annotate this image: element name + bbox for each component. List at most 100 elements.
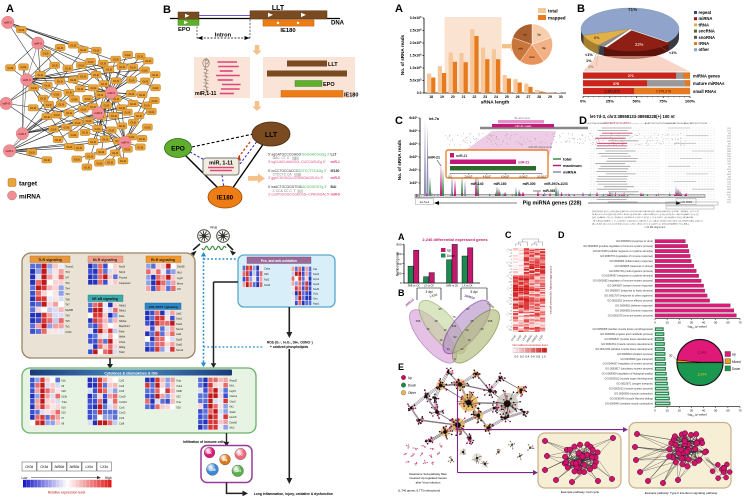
svg-text:mature miRNAs: mature miRNAs — [693, 81, 725, 86]
svg-text:Mx1: Mx1 — [230, 384, 235, 388]
svg-text:Ccl3: Ccl3 — [119, 416, 125, 420]
svg-text:sRNA length: sRNA length — [481, 100, 510, 106]
svg-text:20: 20 — [678, 408, 682, 412]
svg-text:Ddx58: Ddx58 — [177, 265, 185, 269]
svg-text:Up: Up — [447, 249, 451, 253]
svg-text:JWB vs CK: JWB vs CK — [446, 284, 458, 287]
svg-text:GLB: GLB — [66, 91, 72, 95]
svg-text:GO:0051707 (response to other: GO:0051707 (response to other organism) — [604, 294, 653, 298]
svg-text:CTCCTC CA ||||||||: CTCCTC CA |||||||| — [268, 173, 301, 177]
svg-text:TTGCCTGGCGGGATAGGTAGTTTGTGCTGT: TTGCCTGGCGGGATAGGTAGTTTGTGCTGTTGGTCGGGTT… — [585, 122, 707, 125]
svg-text:GO:0006955 (immune response): GO:0006955 (immune response) — [615, 308, 653, 312]
svg-text:GLB: GLB — [106, 68, 112, 72]
svg-text:2.0x105: 2.0x105 — [464, 176, 472, 179]
svg-text:GLB: GLB — [90, 105, 96, 109]
svg-text:0.0: 0.0 — [417, 91, 422, 95]
svg-text:GO:0002684 (positive regulatio: GO:0002684 (positive regulation of immun… — [583, 244, 653, 248]
svg-text:Irf7: Irf7 — [65, 276, 69, 280]
svg-text:Other: Other — [408, 391, 417, 395]
svg-text:Relative expression level: Relative expression level — [48, 491, 86, 495]
svg-text:Il10: Il10 — [62, 405, 67, 409]
svg-text:GLB: GLB — [84, 165, 90, 169]
svg-text:Relb: Relb — [119, 329, 125, 333]
svg-text:NF-κB signaling: NF-κB signaling — [92, 297, 118, 301]
svg-text:GO:0050776 (regulation of immu: GO:0050776 (regulation of immune respons… — [600, 254, 653, 258]
svg-text:Chuk: Chuk — [119, 340, 126, 344]
svg-text:Oas2: Oas2 — [230, 399, 237, 403]
svg-text:Oas1e: Oas1e — [230, 394, 238, 398]
svg-text:GLB: GLB — [44, 84, 50, 88]
svg-text:GLB: GLB — [139, 137, 145, 141]
svg-text:6%: 6% — [594, 36, 600, 40]
svg-text:Stat2: Stat2 — [176, 322, 183, 326]
svg-text:GLB: GLB — [101, 82, 107, 86]
svg-text:2.5x106: 2.5x106 — [410, 29, 422, 33]
svg-text:GLB: GLB — [80, 107, 86, 111]
svg-text:Sod2: Sod2 — [264, 283, 271, 287]
svg-text:4837: 4837 — [727, 146, 731, 148]
svg-text:4137: 4137 — [727, 202, 731, 204]
svg-text:Jak1: Jak1 — [176, 332, 182, 336]
svg-text:258: 258 — [416, 319, 421, 323]
svg-text:1575: 1575 — [727, 184, 731, 186]
svg-text:Il12b: Il12b — [62, 395, 68, 399]
svg-text:GLB: GLB — [88, 60, 94, 64]
svg-text:EPO: EPO — [178, 27, 191, 33]
svg-text:un: un — [523, 32, 527, 36]
svg-text:GLB: GLB — [71, 133, 77, 137]
svg-text:685: 685 — [728, 177, 731, 179]
svg-text:Sod3: Sod3 — [313, 287, 320, 291]
svg-text:miR-3: miR-3 — [34, 41, 42, 45]
svg-text:GLB: GLB — [137, 55, 143, 59]
svg-text:14: 14 — [446, 347, 450, 351]
svg-text:GLB: GLB — [152, 73, 158, 77]
svg-text:65: 65 — [470, 319, 474, 323]
svg-text:4103: 4103 — [727, 179, 731, 181]
svg-text:3.0x106: 3.0x106 — [410, 16, 422, 20]
svg-text:3462: 3462 — [727, 141, 731, 143]
svg-text:))G-).-((-AAGG-.-C)(.-(C (.)U(: ))G-).-((-AAGG-.-C)(.-(C (.)U((A-(-)). )… — [592, 216, 694, 219]
svg-text:Up: Up — [732, 353, 736, 357]
svg-text:Ikbkg: Ikbkg — [119, 345, 126, 349]
svg-text:Rsad2: Rsad2 — [230, 378, 238, 382]
svg-text:GLB: GLB — [128, 92, 134, 96]
svg-text:let-7a-1: let-7a-1 — [420, 200, 430, 204]
svg-text:25%: 25% — [606, 99, 614, 104]
svg-text:BAI: BAI — [331, 185, 337, 189]
svg-text:A: A — [395, 3, 403, 15]
svg-text:19: 19 — [440, 95, 444, 99]
svg-text:Ticam1: Ticam1 — [65, 265, 74, 269]
svg-text:oth: oth — [518, 46, 523, 50]
svg-text:CD4: CD4 — [235, 469, 242, 473]
svg-text:100%: 100% — [685, 99, 696, 104]
svg-text:5736: 5736 — [727, 136, 731, 138]
svg-text:miR-160: miR-160 — [494, 182, 507, 186]
svg-text:GO:0071345 (cellular response: GO:0071345 (cellular response to cytokin… — [593, 249, 653, 253]
svg-text:4.0x105: 4.0x105 — [483, 176, 491, 179]
svg-text:GO:0044057 (regulation of syst: GO:0044057 (regulation of system process… — [603, 362, 653, 366]
svg-text:GO:0015671 (oxygen transport): GO:0015671 (oxygen transport) — [616, 382, 653, 386]
svg-text:GO:0061061 (muscle structure d: GO:0061061 (muscle structure development… — [601, 342, 653, 346]
svg-text:GLB: GLB — [95, 127, 101, 131]
svg-text:Ifna: Ifna — [177, 400, 182, 404]
svg-text:A: A — [398, 232, 405, 242]
svg-text:6x106: 6x106 — [409, 116, 418, 120]
svg-text:GLB: GLB — [70, 78, 76, 82]
svg-text:5' agGATGCCCGAGG: 5' agGATGCCCGAGG — [268, 153, 302, 157]
svg-text:23: 23 — [465, 328, 469, 332]
svg-text:2799: 2799 — [727, 159, 731, 161]
svg-text:IE180: IE180 — [280, 28, 295, 34]
svg-text:2.0x106: 2.0x106 — [410, 41, 422, 45]
svg-text:after Virus infection: after Virus infection — [416, 480, 441, 484]
svg-text:0.0 0.2 0.4 0.6 0.8 1.0: 0.0 0.2 0.4 0.6 0.8 1.0 — [514, 355, 546, 359]
svg-text:27: 27 — [526, 95, 530, 99]
svg-text:Cytokines & chemokines & ISG: Cytokines & chemokines & ISG — [104, 371, 158, 375]
svg-text:Nfkb2: Nfkb2 — [119, 303, 126, 307]
svg-text:B: B — [398, 288, 405, 298]
svg-text:Tlr7: Tlr7 — [65, 303, 70, 307]
svg-text:7262: 7262 — [727, 161, 731, 163]
svg-text:High: High — [105, 476, 112, 480]
svg-text:Ifnb1: Ifnb1 — [177, 384, 183, 388]
svg-text:Rela: Rela — [119, 314, 125, 318]
svg-text:C: C — [395, 115, 403, 127]
